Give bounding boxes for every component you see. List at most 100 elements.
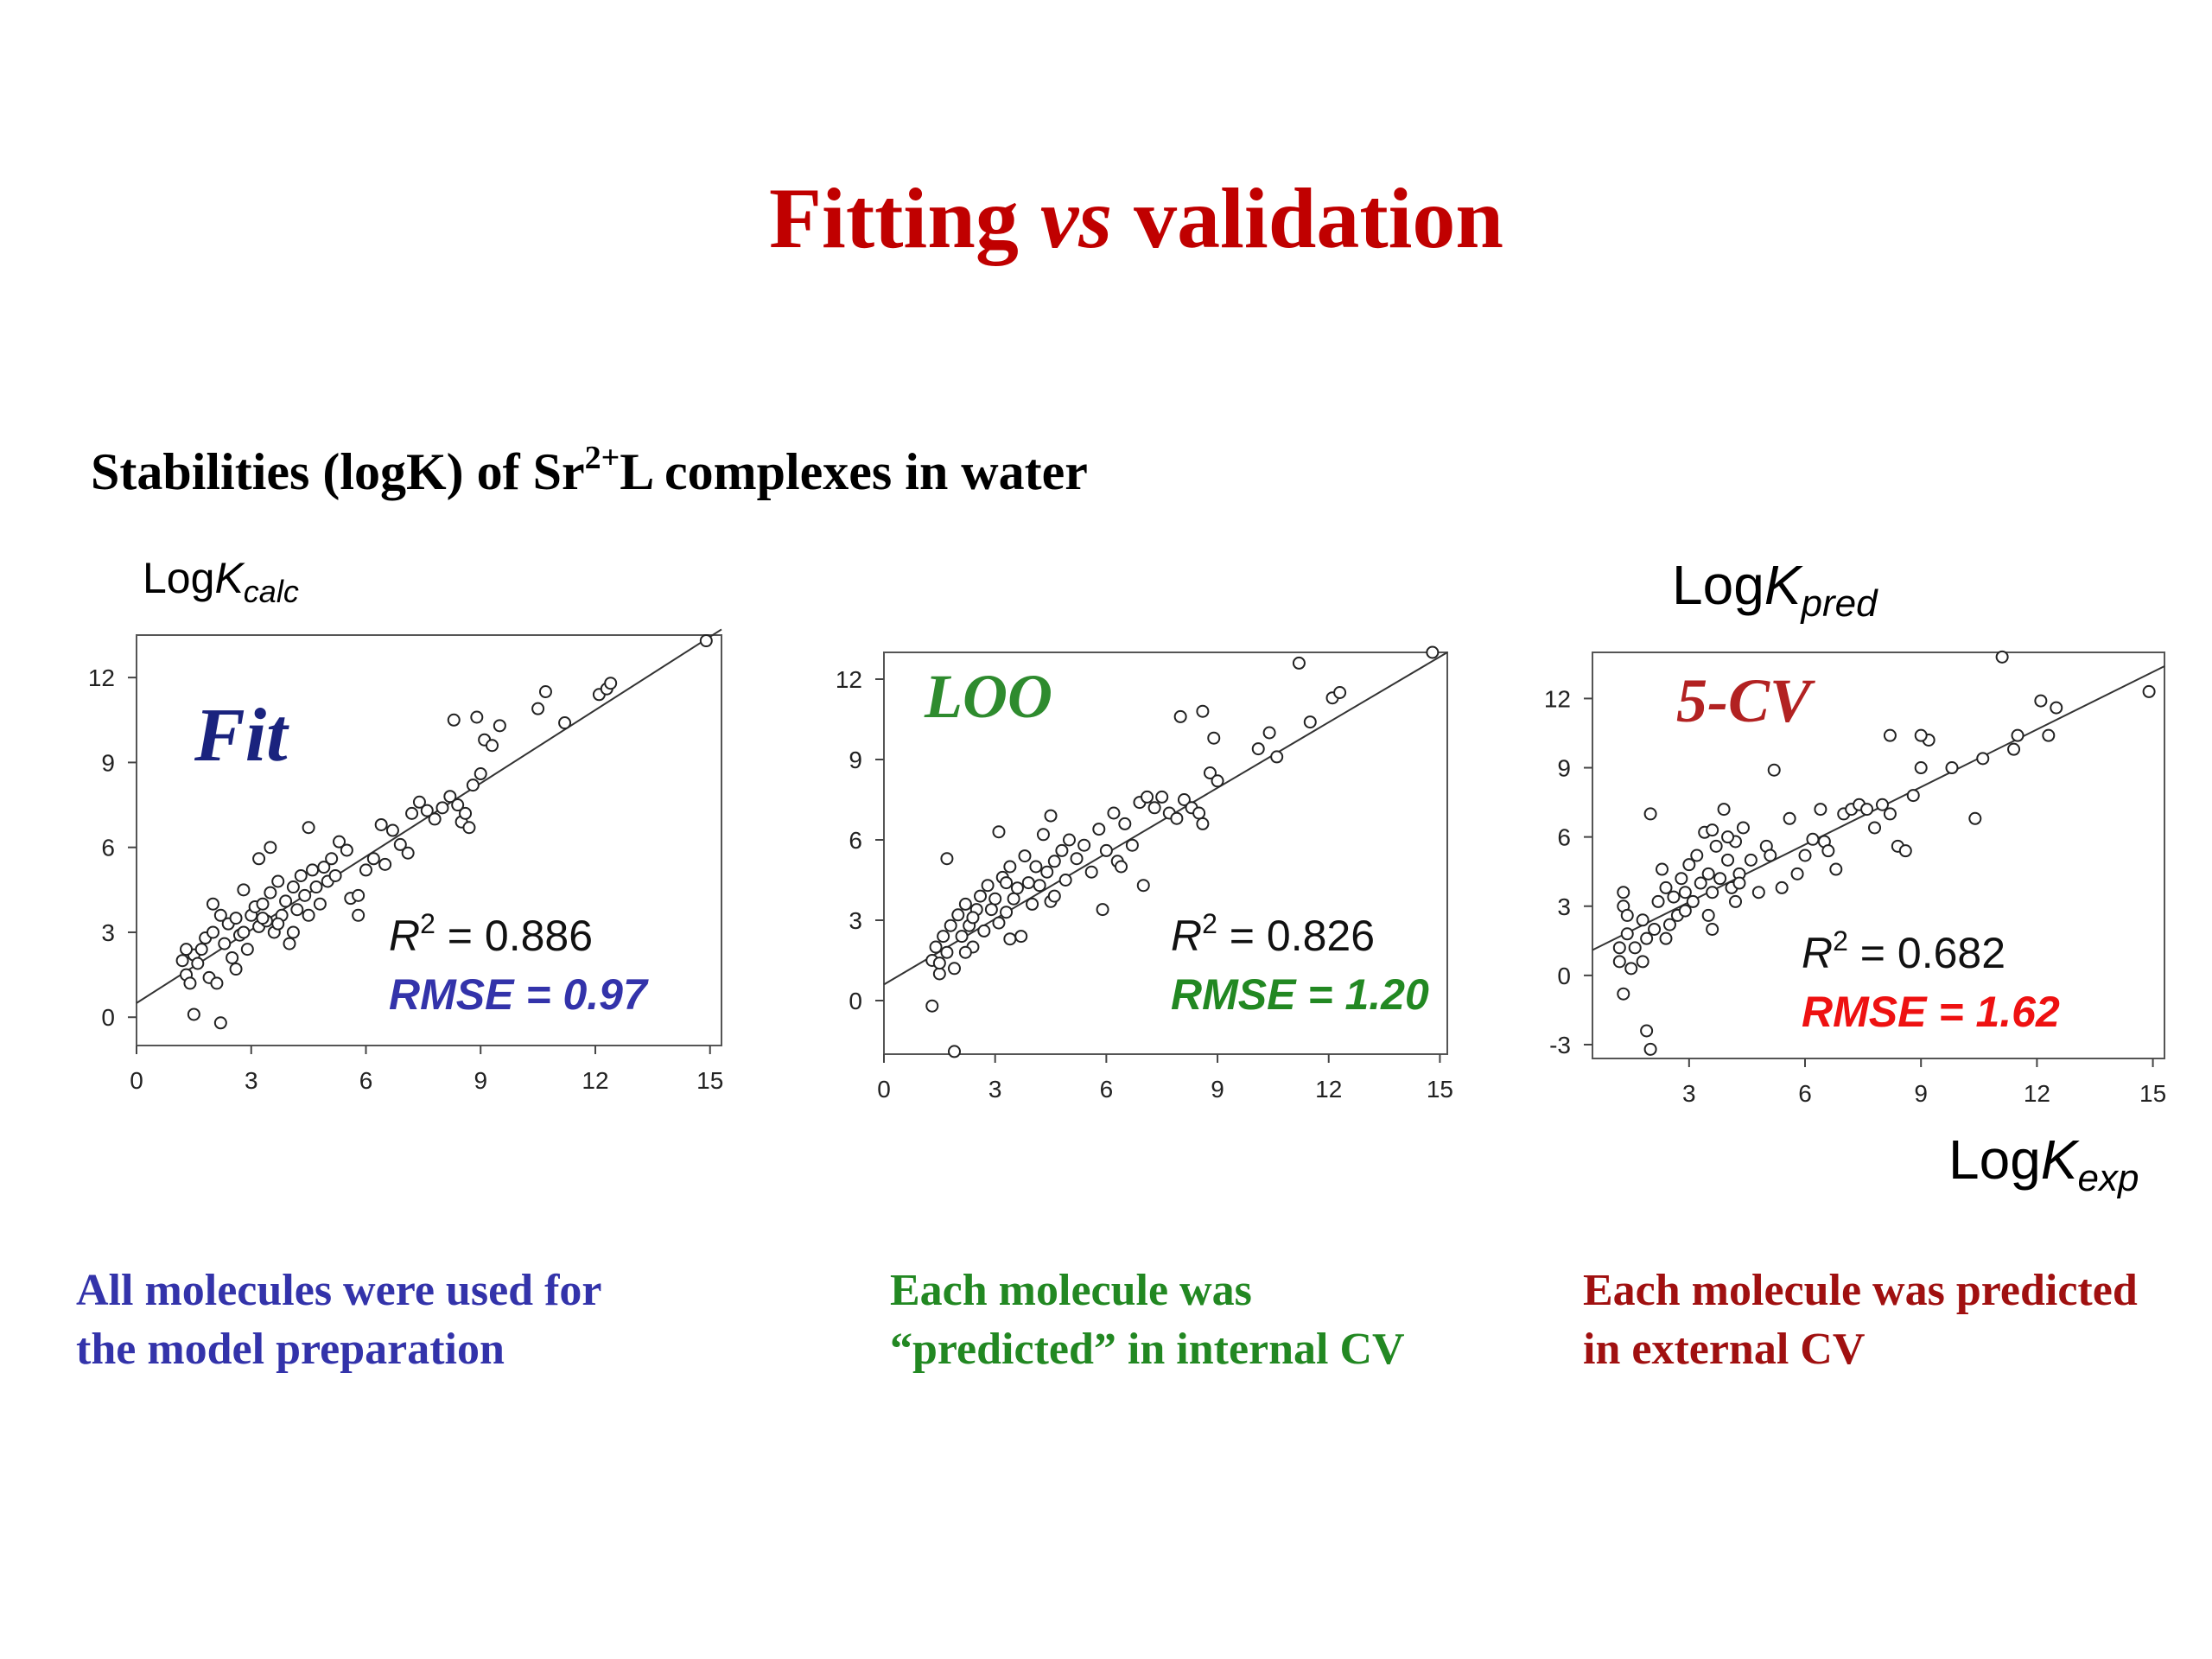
- data-point: [1736, 821, 1750, 835]
- data-point: [2007, 742, 2021, 756]
- data-point: [2142, 684, 2156, 698]
- x-tick-label: 3: [245, 1067, 258, 1094]
- data-point: [325, 852, 339, 866]
- data-point: [264, 886, 277, 899]
- data-point: [447, 713, 461, 727]
- data-point: [366, 852, 380, 866]
- data-point: [443, 790, 457, 804]
- data-point: [1096, 903, 1109, 917]
- data-point: [932, 967, 946, 981]
- data-point: [302, 821, 315, 835]
- data-point: [538, 685, 552, 699]
- plot-frame: [1592, 652, 2165, 1059]
- x-tick-label: 9: [1211, 1076, 1224, 1103]
- data-point: [1055, 843, 1069, 857]
- slide-title: Fitting vs validation: [768, 170, 1504, 266]
- data-point: [951, 908, 965, 922]
- data-point: [1177, 793, 1191, 806]
- data-point: [1251, 742, 1265, 756]
- x-tick-label: 12: [1315, 1076, 1342, 1103]
- fit-chart: 0 3 6 9 12 15 0 3 6 9 12 Fit R2 = 0.886 RMSE = 0.97: [88, 628, 723, 1094]
- data-point: [1914, 728, 1928, 742]
- data-point: [988, 892, 1002, 906]
- data-point: [1612, 941, 1626, 955]
- data-point: [1829, 862, 1843, 876]
- r2-stat: R2 = 0.826: [1171, 908, 1375, 960]
- data-point: [977, 924, 991, 938]
- y-tick-label: 0: [849, 988, 862, 1014]
- data-point: [333, 835, 346, 849]
- data-point: [1426, 645, 1440, 659]
- data-point: [1659, 880, 1673, 894]
- data-point: [1115, 860, 1128, 874]
- y-axis-label-pred: LogKpred: [1672, 554, 1878, 625]
- data-point: [1617, 886, 1630, 899]
- data-point: [1014, 930, 1028, 944]
- data-point: [352, 888, 365, 902]
- caption-fit: All molecules were used for the model pre…: [76, 1266, 602, 1374]
- data-point: [1640, 1024, 1654, 1038]
- data-point: [213, 908, 227, 922]
- data-point: [462, 821, 476, 835]
- data-point: [378, 857, 392, 871]
- data-point: [1656, 862, 1669, 876]
- x-axis-label-exp: LogKexp: [1948, 1128, 2139, 1199]
- data-point: [1706, 886, 1719, 899]
- data-point: [1690, 849, 1704, 862]
- data-point: [929, 940, 943, 954]
- data-point: [1675, 872, 1688, 886]
- data-point: [1107, 806, 1121, 820]
- data-point: [1040, 865, 1054, 879]
- data-point: [1125, 838, 1139, 852]
- data-point: [294, 868, 308, 882]
- y-tick-label: 6: [101, 835, 115, 861]
- data-point: [1070, 852, 1084, 866]
- data-point: [1821, 844, 1835, 858]
- data-point: [1196, 704, 1210, 718]
- data-point: [486, 739, 499, 753]
- data-point: [2042, 728, 2056, 742]
- data-point: [1333, 686, 1347, 699]
- data-point: [1003, 932, 1017, 946]
- data-point: [1000, 876, 1014, 890]
- data-point: [531, 702, 545, 715]
- data-point: [237, 883, 251, 897]
- y-tick-label: -3: [1549, 1032, 1571, 1058]
- panel-label: LOO: [924, 662, 1052, 731]
- data-point: [1010, 881, 1024, 895]
- cv-chart: 3 6 9 12 15 -3 0 3 6 9 12 5-CV R2 = 0.682 RMSE = 1.62: [1544, 650, 2166, 1107]
- x-tick-label: 9: [1914, 1080, 1928, 1107]
- data-point: [218, 937, 232, 950]
- y-tick-label: 12: [1544, 685, 1571, 712]
- data-point: [206, 925, 219, 939]
- data-point: [374, 817, 388, 831]
- data-point: [286, 880, 300, 894]
- data-point: [180, 943, 194, 957]
- data-point: [279, 894, 293, 908]
- data-point: [1883, 807, 1897, 821]
- rmse-stat: RMSE = 1.20: [1171, 970, 1429, 1019]
- data-point: [1018, 849, 1032, 863]
- data-point: [1678, 904, 1692, 918]
- data-point: [940, 945, 954, 959]
- x-tick-label: 6: [359, 1067, 373, 1094]
- x-tick-label: 9: [474, 1067, 487, 1094]
- data-point: [1026, 897, 1039, 911]
- data-point: [1721, 853, 1735, 867]
- data-point: [1860, 803, 1874, 817]
- data-point: [340, 843, 353, 857]
- data-point: [1007, 892, 1020, 906]
- data-point: [1099, 843, 1113, 857]
- x-tick-label: 3: [1682, 1080, 1696, 1107]
- data-point: [1155, 790, 1169, 804]
- data-point: [1003, 860, 1017, 874]
- data-point: [937, 930, 950, 944]
- data-point: [1303, 715, 1317, 729]
- x-tick-label: 12: [582, 1067, 608, 1094]
- data-point: [428, 812, 442, 826]
- data-point: [932, 957, 946, 970]
- data-point: [1806, 832, 1820, 846]
- data-point: [271, 874, 285, 888]
- panel-label: 5-CV: [1676, 666, 1815, 735]
